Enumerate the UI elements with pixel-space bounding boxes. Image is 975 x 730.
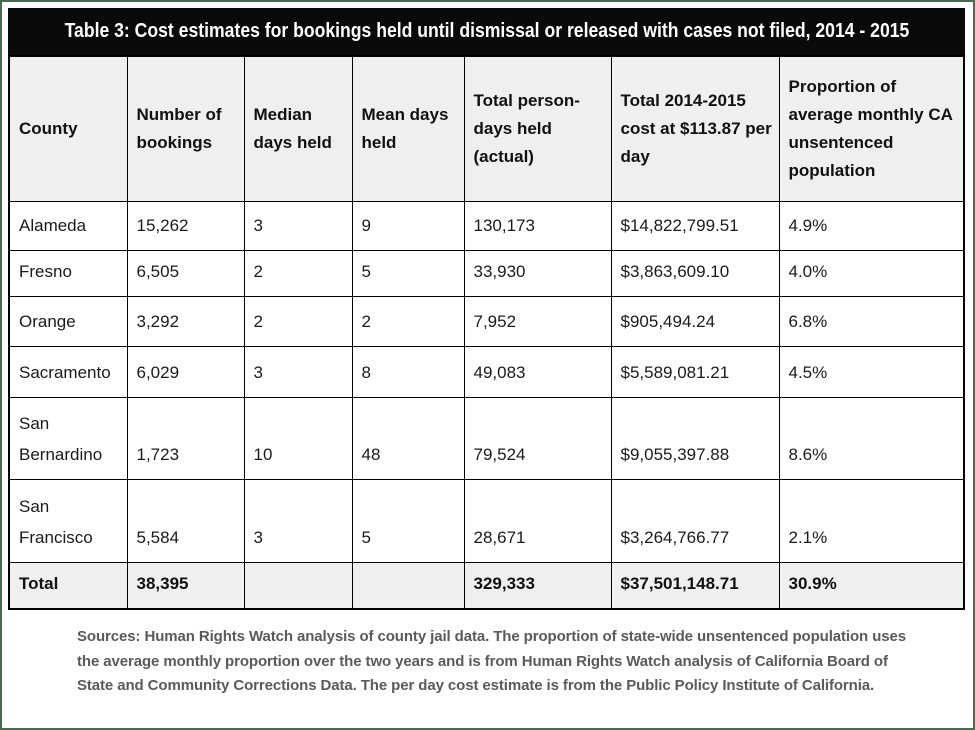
cell-mean-days: 2: [351, 295, 465, 347]
cell-county: Orange: [8, 295, 128, 347]
cell-proportion: 4.5%: [778, 345, 965, 398]
cell-median-days: 10: [243, 396, 353, 480]
cell-median-days: 3: [243, 345, 353, 398]
cell-cost: $14,822,799.51: [610, 200, 780, 251]
table-row-sacramento: Sacramento 6,029 3 8 49,083 $5,589,081.2…: [8, 345, 965, 398]
cell-cost: $5,589,081.21: [610, 345, 780, 398]
table-container: Table 3: Cost estimates for bookings hel…: [8, 8, 965, 610]
cell-bookings: 1,723: [126, 396, 245, 480]
cell-bookings: 3,292: [126, 295, 245, 347]
cell-person-days: 28,671: [463, 478, 612, 563]
cell-median-days: [243, 561, 353, 610]
table-row-total: Total 38,395 329,333 $37,501,148.71 30.9…: [8, 561, 965, 610]
cell-bookings: 6,029: [126, 345, 245, 398]
cell-mean-days: 5: [351, 249, 465, 297]
cell-cost: $9,055,397.88: [610, 396, 780, 480]
cell-cost: $37,501,148.71: [610, 561, 780, 610]
table-row-orange: Orange 3,292 2 2 7,952 $905,494.24 6.8%: [8, 295, 965, 347]
cell-proportion: 4.0%: [778, 249, 965, 297]
cell-bookings: 15,262: [126, 200, 245, 251]
cell-county: San Bernardino: [8, 396, 128, 480]
cell-mean-days: 48: [351, 396, 465, 480]
cell-person-days: 329,333: [463, 561, 612, 610]
cell-proportion: 8.6%: [778, 396, 965, 480]
table-row-fresno: Fresno 6,505 2 5 33,930 $3,863,609.10 4.…: [8, 249, 965, 297]
cell-county: Alameda: [8, 200, 128, 251]
cell-bookings: 38,395: [126, 561, 245, 610]
cell-mean-days: 5: [351, 478, 465, 563]
cell-median-days: 3: [243, 478, 353, 563]
cell-median-days: 2: [243, 295, 353, 347]
cell-median-days: 2: [243, 249, 353, 297]
cell-mean-days: 9: [351, 200, 465, 251]
cell-county: Sacramento: [8, 345, 128, 398]
cell-proportion: 4.9%: [778, 200, 965, 251]
cell-person-days: 49,083: [463, 345, 612, 398]
cell-proportion: 30.9%: [778, 561, 965, 610]
cell-mean-days: 8: [351, 345, 465, 398]
cell-county: San Francisco: [8, 478, 128, 563]
table-title: Table 3: Cost estimates for bookings hel…: [64, 20, 909, 42]
column-header-county: County: [8, 55, 128, 202]
cell-proportion: 2.1%: [778, 478, 965, 563]
column-header-bookings: Number of bookings: [126, 55, 245, 202]
cell-cost: $905,494.24: [610, 295, 780, 347]
cell-cost: $3,863,609.10: [610, 249, 780, 297]
cell-person-days: 79,524: [463, 396, 612, 480]
cell-county: Fresno: [8, 249, 128, 297]
column-header-mean-days: Mean days held: [351, 55, 465, 202]
cell-median-days: 3: [243, 200, 353, 251]
cell-mean-days: [351, 561, 465, 610]
column-header-cost: Total 2014-2015 cost at $113.87 per day: [610, 55, 780, 202]
table-row-alameda: Alameda 15,262 3 9 130,173 $14,822,799.5…: [8, 200, 965, 251]
cell-person-days: 130,173: [463, 200, 612, 251]
table-header-row: County Number of bookings Median days he…: [8, 55, 965, 202]
cell-proportion: 6.8%: [778, 295, 965, 347]
cell-bookings: 5,584: [126, 478, 245, 563]
table-row-san-bernardino: San Bernardino 1,723 10 48 79,524 $9,055…: [8, 396, 965, 480]
table-title-bar: Table 3: Cost estimates for bookings hel…: [8, 8, 965, 55]
column-header-person-days: Total person-days held (actual): [463, 55, 612, 202]
sources-note: Sources: Human Rights Watch analysis of …: [77, 628, 906, 694]
cell-cost: $3,264,766.77: [610, 478, 780, 563]
column-header-median-days: Median days held: [243, 55, 353, 202]
cell-person-days: 33,930: [463, 249, 612, 297]
cell-total-label: Total: [8, 561, 128, 610]
cost-estimates-table: County Number of bookings Median days he…: [8, 55, 965, 610]
cell-person-days: 7,952: [463, 295, 612, 347]
table-row-san-francisco: San Francisco 5,584 3 5 28,671 $3,264,76…: [8, 478, 965, 563]
cell-bookings: 6,505: [126, 249, 245, 297]
column-header-proportion: Proportion of average monthly CA unsente…: [778, 55, 965, 202]
